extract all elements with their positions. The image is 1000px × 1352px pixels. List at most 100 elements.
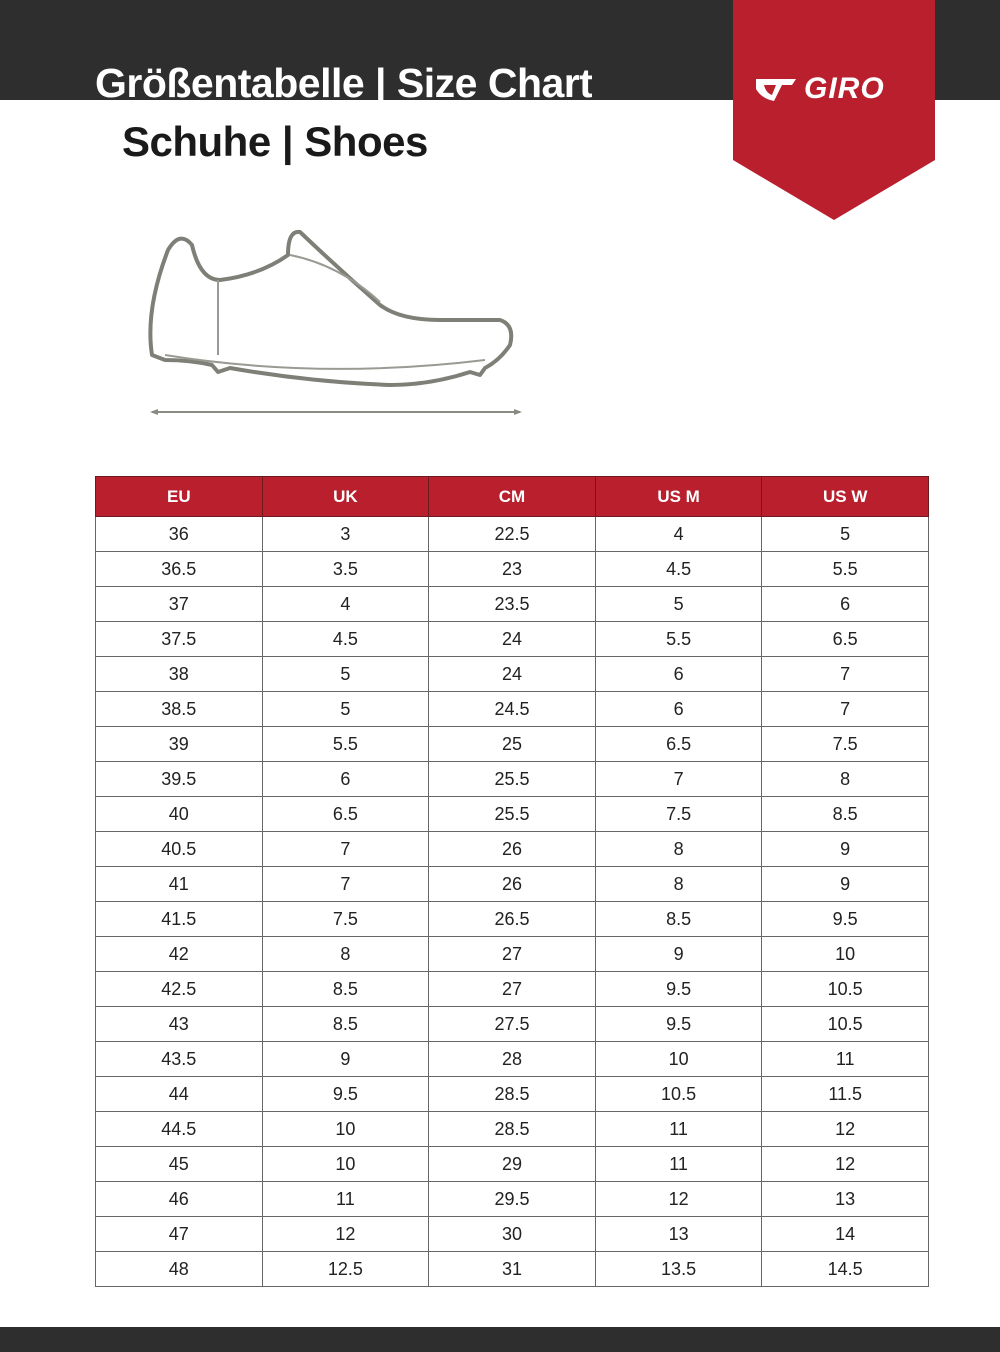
table-cell: 7 [594,761,763,797]
giro-mark-icon [756,79,796,101]
table-cell: 27.5 [428,1006,596,1042]
brand-name: GIRO [804,72,885,105]
table-cell: 13 [594,1216,763,1252]
table-cell: 29.5 [428,1181,596,1217]
table-cell: 7.5 [761,726,929,762]
table-cell: 28.5 [428,1111,596,1147]
table-cell: 24 [428,656,596,692]
table-row: 42 8 27 9 10 [95,936,929,972]
table-cell: 25.5 [428,796,596,832]
table-cell: 10.5 [761,1006,929,1042]
table-cell: 47 [95,1216,263,1252]
table-cell: 5 [761,516,929,552]
table-cell: 10 [594,1041,763,1077]
table-cell: 41 [95,866,263,902]
table-cell: 8.5 [594,901,763,937]
table-cell: 24 [428,621,596,657]
table-cell: 28.5 [428,1076,596,1112]
table-cell: 7.5 [261,901,430,937]
table-cell: 12 [261,1216,430,1252]
table-cell: 6.5 [761,621,929,657]
table-row: 40 6.5 25.5 7.5 8.5 [95,796,929,832]
table-row: 48 12.5 31 13.5 14.5 [95,1251,929,1287]
table-cell: 11 [594,1111,763,1147]
table-cell: 11 [594,1146,763,1182]
table-cell: 6 [261,761,430,797]
table-row: 42.5 8.5 27 9.5 10.5 [95,971,929,1007]
table-row: 37.5 4.5 24 5.5 6.5 [95,621,929,657]
table-cell: 8 [594,831,763,867]
table-cell: 23.5 [428,586,596,622]
giro-logo: GIRO [752,74,916,104]
table-cell: 48 [95,1251,263,1287]
table-cell: 10 [261,1146,430,1182]
table-cell: 29 [428,1146,596,1182]
table-cell: 10 [261,1111,430,1147]
table-row: 36.5 3.5 23 4.5 5.5 [95,551,929,587]
table-cell: 6 [761,586,929,622]
table-cell: 8 [594,866,763,902]
table-row: 39 5.5 25 6.5 7.5 [95,726,929,762]
page-subtitle: Schuhe | Shoes [122,118,428,165]
table-cell: 8.5 [761,796,929,832]
table-cell: 10.5 [761,971,929,1007]
table-cell: 3 [261,516,430,552]
table-cell: 43.5 [95,1041,263,1077]
table-cell: 38 [95,656,263,692]
table-row: 40.5 7 26 8 9 [95,831,929,867]
table-cell: 9.5 [594,971,763,1007]
table-cell: 27 [428,936,596,972]
table-cell: 14 [761,1216,929,1252]
table-cell: 37.5 [95,621,263,657]
table-row: 36 3 22.5 4 5 [95,516,929,552]
column-header: UK [261,476,430,517]
table-row: 41 7 26 8 9 [95,866,929,902]
table-cell: 9.5 [761,901,929,937]
table-cell: 45 [95,1146,263,1182]
table-cell: 9 [761,831,929,867]
table-row: 39.5 6 25.5 7 8 [95,761,929,797]
table-cell: 22.5 [428,516,596,552]
table-row: 38 5 24 6 7 [95,656,929,692]
table-cell: 6.5 [594,726,763,762]
table-cell: 10.5 [594,1076,763,1112]
size-chart-table: EU UK CM US M US W 36 3 22.5 4 5 36.5 3.5 23 4.5 5.5 3… [95,476,929,1287]
table-cell: 5.5 [761,551,929,587]
table-cell: 5.5 [594,621,763,657]
table-row: 47 12 30 13 14 [95,1216,929,1252]
table-cell: 12 [761,1146,929,1182]
table-cell: 7 [761,691,929,727]
table-row: 46 11 29.5 12 13 [95,1181,929,1217]
page-title: Größentabelle | Size Chart [95,60,593,100]
table-cell: 36.5 [95,551,263,587]
table-cell: 26.5 [428,901,596,937]
table-row: 43.5 9 28 10 11 [95,1041,929,1077]
table-cell: 26 [428,831,596,867]
table-cell: 4.5 [261,621,430,657]
table-cell: 46 [95,1181,263,1217]
table-cell: 39 [95,726,263,762]
table-cell: 5.5 [261,726,430,762]
table-cell: 9 [594,936,763,972]
table-cell: 40.5 [95,831,263,867]
table-cell: 5 [261,656,430,692]
table-cell: 28 [428,1041,596,1077]
table-cell: 6.5 [261,796,430,832]
table-cell: 9.5 [594,1006,763,1042]
table-cell: 24.5 [428,691,596,727]
table-cell: 8 [761,761,929,797]
table-cell: 42 [95,936,263,972]
column-header: US W [761,476,929,517]
table-row: 45 10 29 11 12 [95,1146,929,1182]
column-header: EU [95,476,263,517]
table-cell: 4 [261,586,430,622]
table-cell: 43 [95,1006,263,1042]
table-cell: 3.5 [261,551,430,587]
table-cell: 44 [95,1076,263,1112]
table-cell: 9 [761,866,929,902]
table-cell: 9.5 [261,1076,430,1112]
table-cell: 36 [95,516,263,552]
table-cell: 4 [594,516,763,552]
table-cell: 11 [261,1181,430,1217]
table-cell: 12 [594,1181,763,1217]
